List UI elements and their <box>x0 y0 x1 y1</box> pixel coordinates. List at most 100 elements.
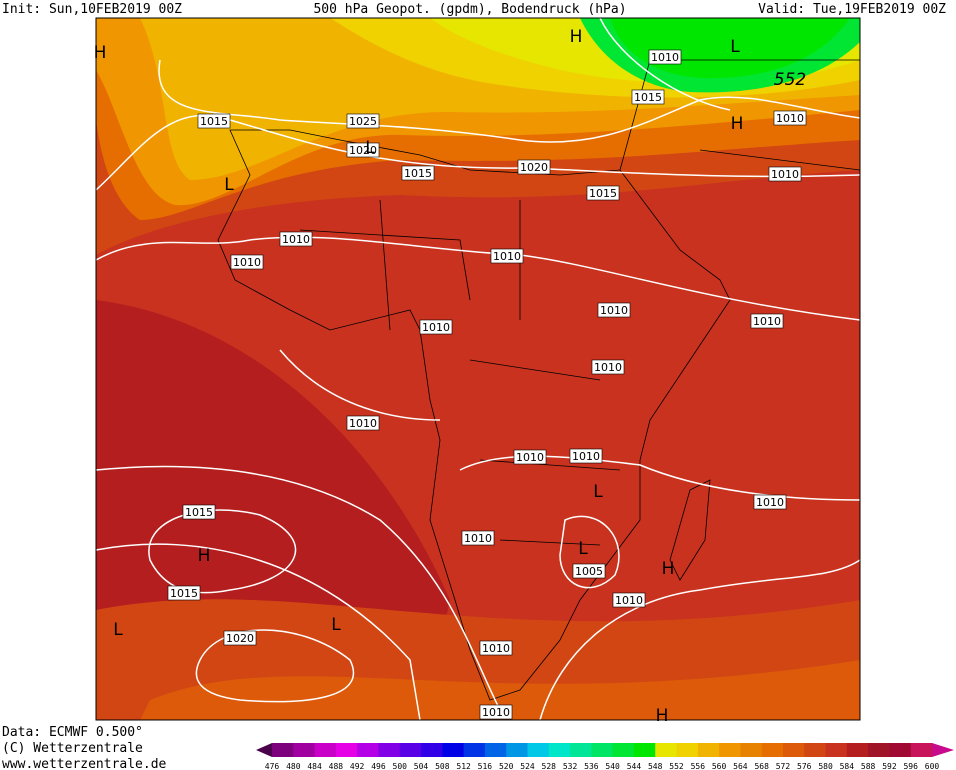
colorbar-segment <box>889 743 912 757</box>
isobar-value: 1010 <box>753 315 781 328</box>
isobar-label: 1015 <box>167 585 201 601</box>
colorbar-segment <box>272 743 294 757</box>
colorbar-segment <box>314 743 337 757</box>
pressure-center: H <box>731 114 744 134</box>
colorbar-tick-label: 480 <box>286 762 301 770</box>
isobar-label: 1010 <box>648 49 682 65</box>
isobar-label: 1020 <box>517 159 551 175</box>
isobar-value: 1010 <box>776 112 804 125</box>
isobar-label: 1015 <box>197 113 231 129</box>
colorbar-tick-label: 592 <box>882 762 897 770</box>
colorbar: 476 480 484 488 492 496 500 504 508 512 516 520 524 5… <box>256 743 954 770</box>
label-box <box>346 415 380 431</box>
colorbar-segment <box>676 743 699 757</box>
isobar-label: 1010 <box>612 592 646 608</box>
colorbar-segment <box>846 743 869 757</box>
label-box <box>479 640 513 656</box>
init-time: Init: Sun,10FEB2019 00Z <box>2 2 182 17</box>
isobar-label: 1015 <box>631 89 665 105</box>
colorbar-segment <box>719 743 741 757</box>
colorbar-segment <box>335 743 358 757</box>
isobar-value: 1020 <box>226 632 254 645</box>
label-box <box>230 254 264 270</box>
pressure-center: L <box>593 482 603 502</box>
colorbar-segment <box>782 743 805 757</box>
label-box <box>513 449 547 465</box>
isobar-value: 1015 <box>200 115 228 128</box>
label-box <box>569 448 603 464</box>
isobar-label: 1010 <box>419 319 453 335</box>
label-box <box>517 159 551 175</box>
colorbar-tick-label: 504 <box>414 762 429 770</box>
pressure-centers: H H L H L L L H L H L L H <box>94 27 744 726</box>
colorbar-tick-label: 516 <box>478 762 493 770</box>
label-box <box>479 704 513 720</box>
isobar-label: 1010 <box>461 530 495 546</box>
isobar-label: 1020 <box>346 142 380 158</box>
isobar-label: 1005 <box>572 563 606 579</box>
label-box <box>753 494 787 510</box>
isobar-label: 1020 <box>223 630 257 646</box>
isobar-label: 1010 <box>346 415 380 431</box>
colorbar-tick-label: 552 <box>669 762 684 770</box>
website: www.wetterzentrale.de <box>2 757 167 770</box>
isobar-labels: 1015 1025 1020 1015 1020 1015 1010 1015 1010 1010… <box>167 49 807 720</box>
isobar-label: 1010 <box>479 640 513 656</box>
isobar-label: 1015 <box>182 504 216 520</box>
isobar-label: 1010 <box>569 448 603 464</box>
isobar-value: 1010 <box>482 706 510 719</box>
isobar-value: 1010 <box>600 304 628 317</box>
colorbar-tick-label: 536 <box>584 762 599 770</box>
label-box <box>597 302 631 318</box>
label-box <box>461 530 495 546</box>
label-box <box>419 319 453 335</box>
colorbar-segment <box>761 743 784 757</box>
isobar-value: 1015 <box>404 167 432 180</box>
colorbar-segment <box>825 743 848 757</box>
colorbar-tick-label: 500 <box>393 762 408 770</box>
colorbar-tick-label: 512 <box>456 762 471 770</box>
label-box <box>586 185 620 201</box>
colorbar-tick-label: 544 <box>627 762 642 770</box>
colorbar-segment <box>612 743 635 757</box>
colorbar-segment <box>740 743 763 757</box>
pressure-center: H <box>656 706 669 726</box>
colorbar-tick-label: 524 <box>520 762 535 770</box>
isobar-value: 1010 <box>422 321 450 334</box>
colorbar-tick-label: 588 <box>861 762 876 770</box>
pressure-center: L <box>365 138 375 158</box>
colorbar-segment <box>910 743 933 757</box>
colorbar-tick-label: 520 <box>499 762 514 770</box>
isobar-value: 1010 <box>482 642 510 655</box>
copyright: (C) Wetterzentrale <box>2 741 143 756</box>
label-box <box>223 630 257 646</box>
colorbar-tick-label: 596 <box>903 762 918 770</box>
colorbar-segment <box>484 743 507 757</box>
label-box <box>401 165 435 181</box>
colorbar-segment <box>655 743 678 757</box>
isobar-value: 1015 <box>589 187 617 200</box>
colorbar-tick-label: 488 <box>329 762 344 770</box>
colorbar-segment <box>421 743 443 757</box>
label-box <box>182 504 216 520</box>
pressure-center: H <box>570 27 583 47</box>
isobar-value: 1010 <box>493 250 521 263</box>
colorbar-segment <box>378 743 401 757</box>
label-box <box>346 142 380 158</box>
label-box <box>572 563 606 579</box>
isobar-value: 1010 <box>615 594 643 607</box>
pressure-center: L <box>578 539 588 559</box>
colorbar-tick-label: 476 <box>265 762 280 770</box>
isobar-label: 1010 <box>591 359 625 375</box>
isobar-label: 1010 <box>773 110 807 126</box>
label-box <box>648 49 682 65</box>
colorbar-segment <box>506 743 528 757</box>
colorbar-segment <box>548 743 571 757</box>
colorbar-tick-label: 492 <box>350 762 365 770</box>
data-source: Data: ECMWF 0.500° <box>2 725 143 740</box>
colorbar-tick-label: 548 <box>648 762 663 770</box>
isobar-value: 1010 <box>771 168 799 181</box>
colorbar-segment <box>697 743 720 757</box>
